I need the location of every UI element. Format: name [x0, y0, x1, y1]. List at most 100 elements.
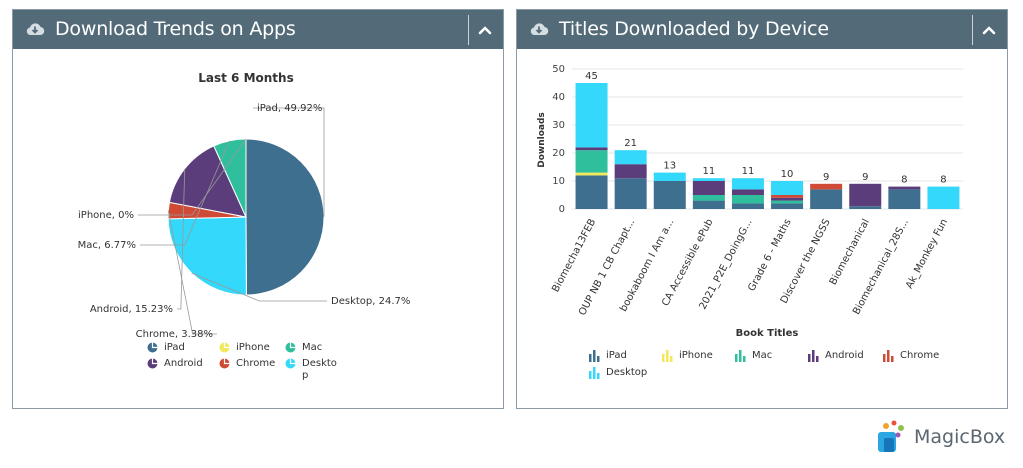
pie-connector-chrome [167, 210, 217, 335]
panel-title: Download Trends on Apps [55, 18, 296, 40]
bar-segment-desktop[interactable] [692, 178, 725, 181]
pie-legend-icon [147, 342, 158, 353]
legend-item-desktop[interactable]: Desktop [589, 367, 647, 379]
bar-segment-chrome[interactable] [771, 195, 804, 198]
legend-item-ipad[interactable]: iPad [147, 342, 185, 354]
bar-segment-android[interactable] [731, 189, 764, 195]
legend-item-android[interactable]: Android [808, 350, 864, 362]
bar-segment-mac[interactable] [575, 150, 608, 173]
y-tick-label: 0 [559, 204, 565, 215]
bar-segment-ipad[interactable] [810, 189, 843, 209]
bar-segment-ipad[interactable] [849, 206, 882, 209]
pie-connector-android [177, 168, 186, 310]
x-tick-label: Ak_Monkey Fun [904, 217, 950, 290]
bar-segment-ipad[interactable] [614, 178, 647, 209]
bar-segment-android[interactable] [692, 181, 725, 195]
bar-legend-icon [589, 367, 600, 379]
legend-label: Mac [752, 350, 773, 361]
bar-segment-iphone[interactable] [575, 172, 608, 176]
bar-chart: 45 21 13 11 11 10 9 9 8 8 0 10 20 30 40 50 Biomecha13FE… [537, 64, 963, 339]
bar-segment-ipad[interactable] [771, 203, 804, 209]
legend-label: iPad [606, 350, 627, 361]
legend-item-chrome[interactable]: Chrome [219, 358, 275, 370]
cloud-download-icon [26, 23, 45, 36]
legend-item-iphone[interactable]: iPhone [662, 350, 713, 362]
pie-legend-icon [285, 358, 296, 369]
legend-item-iphone[interactable]: iPhone [219, 342, 270, 354]
pie-chart: Last 6 Months iPad, 49.92% Desktop, 24.7%… [78, 71, 411, 340]
pie-slice-desktop[interactable] [167, 216, 247, 296]
brand-name: MagicBox [914, 426, 1006, 448]
bar-legend-icon [883, 350, 894, 362]
bar-total-label: 9 [862, 172, 868, 183]
bar-total-label: 8 [901, 175, 907, 186]
pie-label-android: Android, 15.23% [90, 304, 173, 315]
legend-item-desktop[interactable]: Deskto p [285, 358, 342, 382]
panel-header: Titles Downloaded by Device [517, 10, 1007, 49]
bar-segment-ipad[interactable] [692, 200, 725, 209]
pie-label-chrome: Chrome, 3.38% [136, 329, 213, 340]
legend-item-ipad[interactable]: iPad [589, 350, 627, 362]
bar-segment-android[interactable] [771, 197, 804, 201]
pie-legend-icon [147, 358, 158, 369]
bar-segment-chrome[interactable] [810, 183, 843, 190]
bar-segment-mac[interactable] [771, 200, 804, 204]
bar-total-label: 10 [781, 169, 794, 180]
legend-item-chrome[interactable]: Chrome [883, 350, 939, 362]
bar-segment-android[interactable] [575, 147, 608, 151]
bar-segment-android[interactable] [614, 164, 647, 179]
legend-label: Deskto p [302, 358, 337, 381]
y-tick-label: 40 [552, 92, 565, 103]
header-divider [468, 15, 469, 45]
bar-segment-desktop[interactable] [731, 178, 764, 190]
legend-label: iPhone [679, 350, 713, 361]
bar-segment-desktop[interactable] [614, 150, 647, 165]
legend-item-mac[interactable]: Mac [735, 350, 772, 362]
panel-title: Titles Downloaded by Device [559, 18, 829, 40]
bar-segment-android[interactable] [849, 183, 882, 207]
bar-segment-desktop[interactable] [771, 181, 804, 195]
bar-legend-icon [662, 350, 673, 362]
pie-connector-ipad [253, 107, 325, 217]
bar-total-label: 9 [823, 172, 829, 183]
bar-total-label: 13 [663, 161, 676, 172]
legend-label: Mac [302, 342, 323, 353]
magicbox-logo-icon [878, 420, 904, 452]
pie-legend-icon [219, 358, 230, 369]
pie-label-ipad: iPad, 49.92% [257, 103, 322, 114]
bar-legend-icon [808, 350, 819, 362]
download-trends-panel: Download Trends on Apps Last 6 Months iP… [12, 9, 504, 409]
pie-legend-icon [219, 342, 230, 353]
y-axis-label: Downloads [537, 112, 547, 168]
y-tick-label: 30 [552, 120, 565, 131]
bar-segment-desktop[interactable] [653, 172, 686, 181]
bar-segment-desktop[interactable] [927, 186, 960, 209]
bar-segment-ipad[interactable] [888, 189, 921, 209]
x-tick-label: Biomechanical [828, 217, 872, 287]
bar-segment-mac[interactable] [692, 195, 725, 201]
legend-item-mac[interactable]: Mac [285, 342, 322, 354]
chevron-up-icon[interactable] [979, 20, 999, 40]
y-tick-label: 50 [552, 64, 565, 75]
y-tick-label: 10 [552, 176, 565, 187]
header-divider [972, 15, 973, 45]
bar-segment-desktop[interactable] [575, 83, 608, 148]
legend-label: Chrome [900, 350, 940, 361]
bar-segment-mac[interactable] [731, 195, 764, 204]
chevron-up-icon[interactable] [475, 20, 495, 40]
bar-total-label: 11 [742, 166, 755, 177]
bar-segment-ipad[interactable] [575, 175, 608, 209]
bar-total-label: 11 [702, 166, 715, 177]
legend-label: Android [825, 350, 864, 361]
bar-segment-ipad[interactable] [731, 203, 764, 209]
bar-segment-android[interactable] [888, 186, 921, 190]
bar-segment-ipad[interactable] [653, 181, 686, 209]
pie-connector-desktop [191, 272, 327, 302]
y-tick-label: 20 [552, 148, 565, 159]
legend-item-android[interactable]: Android [147, 358, 203, 370]
pie-slice-ipad[interactable] [245, 138, 325, 296]
bar-legend-icon [735, 350, 746, 362]
magicbox-brand: MagicBox [874, 418, 1014, 458]
pie-label-iphone: iPhone, 0% [78, 210, 134, 221]
pie-connector-mac [140, 140, 230, 246]
